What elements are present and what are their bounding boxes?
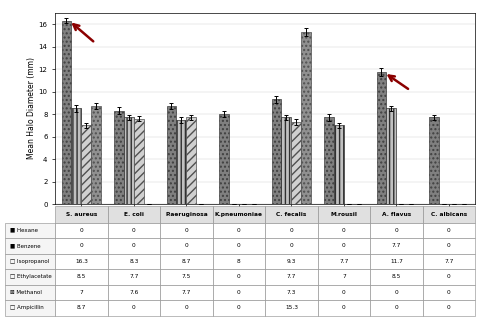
Bar	[291, 122, 301, 204]
Bar	[124, 117, 134, 204]
Bar	[82, 125, 91, 204]
Bar	[177, 120, 186, 204]
Bar	[61, 21, 72, 204]
Bar	[324, 117, 334, 204]
Bar	[186, 117, 196, 204]
Bar	[281, 117, 291, 204]
Bar	[334, 125, 344, 204]
Bar	[429, 117, 439, 204]
Bar	[386, 108, 396, 204]
Bar	[376, 72, 386, 204]
Bar	[72, 108, 82, 204]
Bar	[272, 100, 281, 204]
Bar	[134, 119, 144, 204]
Bar	[167, 106, 177, 204]
Bar	[91, 106, 101, 204]
Bar	[301, 32, 312, 204]
Bar	[114, 111, 124, 204]
Y-axis label: Mean Halo Diameter (mm): Mean Halo Diameter (mm)	[27, 57, 36, 160]
Bar	[219, 114, 229, 204]
